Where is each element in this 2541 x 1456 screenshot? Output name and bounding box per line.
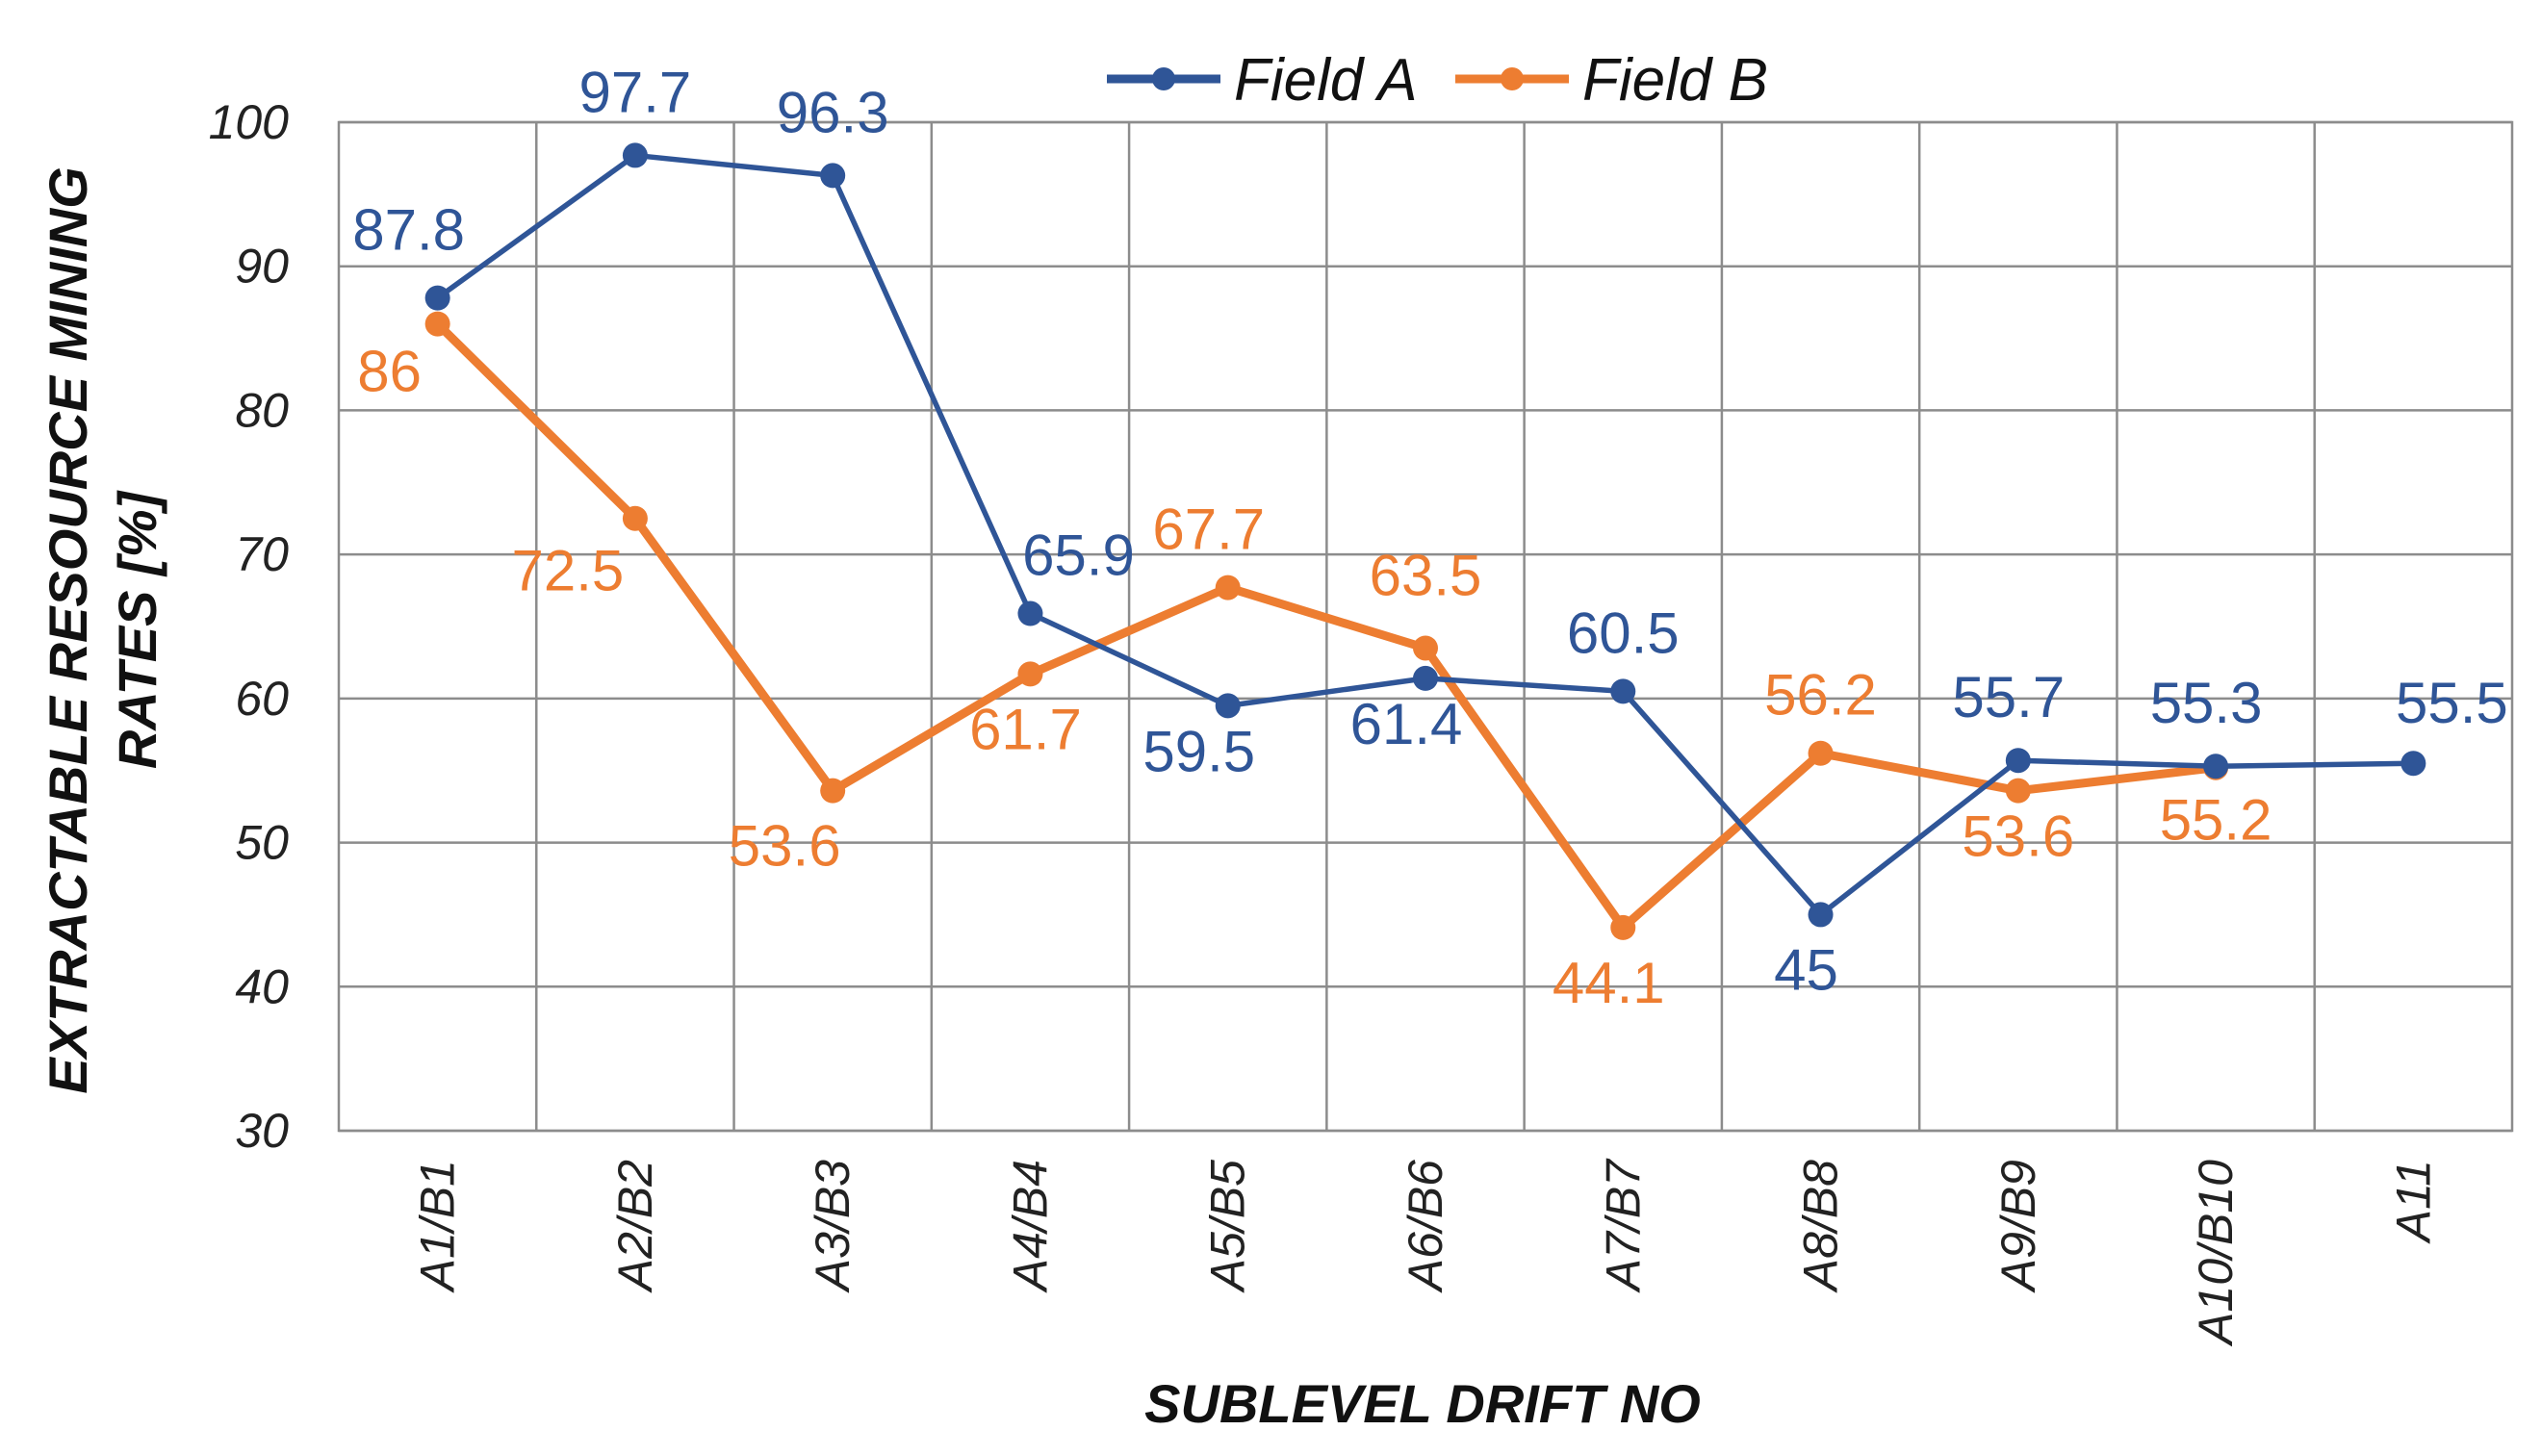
- data-point-field-a: [2203, 754, 2229, 779]
- legend-label-field-a: Field A: [1234, 47, 1418, 114]
- data-labels: 87.8 97.7 96.3 65.9 59.5 61.4 60.5 45 55.7 55.3 55…: [352, 60, 2508, 1014]
- data-point-field-b: [1017, 661, 1043, 687]
- data-label-field-b: 72.5: [512, 539, 625, 603]
- y-tick-label: 100: [209, 95, 290, 149]
- data-label-field-b: 86: [357, 340, 422, 404]
- data-point-field-a: [424, 285, 450, 311]
- data-point-field-a: [1413, 665, 1438, 691]
- data-label-field-a: 96.3: [777, 80, 889, 144]
- data-label-field-a: 55.7: [1952, 665, 2065, 729]
- y-tick-label: 60: [235, 672, 289, 726]
- data-point-field-b: [622, 505, 648, 531]
- data-label-field-a: 60.5: [1567, 600, 1680, 665]
- data-point-field-a: [820, 163, 846, 189]
- data-point-field-b: [1610, 914, 1636, 940]
- data-point-field-b: [2005, 778, 2031, 804]
- x-tick-label: A8/B8: [1794, 1160, 1848, 1293]
- data-label-field-b: 56.2: [1764, 663, 1877, 728]
- data-point-field-a: [1017, 600, 1043, 626]
- data-point-field-b: [1808, 740, 1834, 766]
- data-point-field-a: [622, 142, 648, 168]
- x-tick-label: A2/B2: [608, 1160, 662, 1293]
- data-label-field-a: 61.4: [1350, 692, 1463, 756]
- series-line-field-b: [433, 319, 2220, 932]
- y-tick-label: 50: [235, 816, 289, 870]
- data-label-field-b: 53.6: [729, 814, 841, 879]
- data-point-field-b: [1215, 575, 1241, 600]
- legend-label-field-b: Field B: [1582, 47, 1768, 114]
- legend: Field A Field B: [1107, 47, 1768, 114]
- data-label-field-a: 87.8: [352, 198, 465, 263]
- x-tick-label: A9/B9: [1991, 1160, 2045, 1293]
- x-tick-label: A6/B6: [1399, 1160, 1452, 1293]
- data-point-field-b: [820, 778, 846, 804]
- data-point-field-a: [1610, 678, 1636, 704]
- data-point-field-b: [424, 311, 450, 337]
- data-point-field-a: [1215, 693, 1241, 719]
- gridlines: [339, 120, 2512, 1133]
- data-label-field-a: 55.3: [2150, 671, 2263, 735]
- x-axis-title: SUBLEVEL DRIFT NO: [1144, 1373, 1701, 1434]
- legend-marker-field-a: [1152, 67, 1175, 90]
- y-tick-label: 40: [235, 959, 289, 1013]
- data-label-field-a: 65.9: [1022, 524, 1135, 588]
- data-point-field-a: [2400, 751, 2426, 777]
- y-tick-label: 70: [235, 527, 289, 581]
- data-label-field-a: 59.5: [1142, 719, 1255, 783]
- x-tick-label: A5/B5: [1201, 1160, 1255, 1293]
- data-label-field-a: 45: [1774, 937, 1838, 1002]
- x-tick-label: A3/B3: [806, 1160, 860, 1293]
- plot-frame: [337, 120, 2514, 1133]
- legend-marker-field-b: [1501, 67, 1524, 90]
- data-label-field-b: 63.5: [1370, 543, 1482, 607]
- y-axis-ticks: 30 40 50 60 70 80 90 100: [209, 95, 290, 1158]
- data-point-field-b: [1413, 635, 1438, 661]
- x-tick-label: A7/B7: [1596, 1158, 1650, 1293]
- data-point-field-a: [1808, 902, 1834, 928]
- x-tick-label: A4/B4: [1003, 1160, 1057, 1293]
- data-label-field-a: 55.5: [2396, 671, 2508, 735]
- data-label-field-b: 55.2: [2160, 788, 2272, 853]
- data-label-field-b: 61.7: [969, 697, 1082, 761]
- y-axis-title-line-2: RATES [%]: [107, 490, 167, 770]
- series-layer: [424, 142, 2426, 940]
- y-axis-title-line-1: EXTRACTABLE RESOURCE MINING: [38, 166, 98, 1093]
- data-point-field-a: [2005, 748, 2031, 774]
- data-label-field-a: 97.7: [579, 60, 692, 124]
- x-tick-label: A11: [2386, 1160, 2440, 1244]
- y-tick-label: 90: [235, 240, 289, 294]
- data-label-field-b: 44.1: [1553, 951, 1665, 1015]
- data-label-field-b: 53.6: [1962, 805, 2074, 869]
- data-label-field-b: 67.7: [1152, 498, 1265, 562]
- x-tick-label: A10/B10: [2189, 1160, 2243, 1347]
- x-axis-ticks: A1/B1 A2/B2 A3/B3 A4/B4 A5/B5 A6/B6 A7/B7 A8/B8…: [411, 1158, 2441, 1347]
- y-tick-label: 30: [235, 1104, 289, 1158]
- x-tick-label: A1/B1: [411, 1160, 465, 1293]
- y-tick-label: 80: [235, 383, 289, 437]
